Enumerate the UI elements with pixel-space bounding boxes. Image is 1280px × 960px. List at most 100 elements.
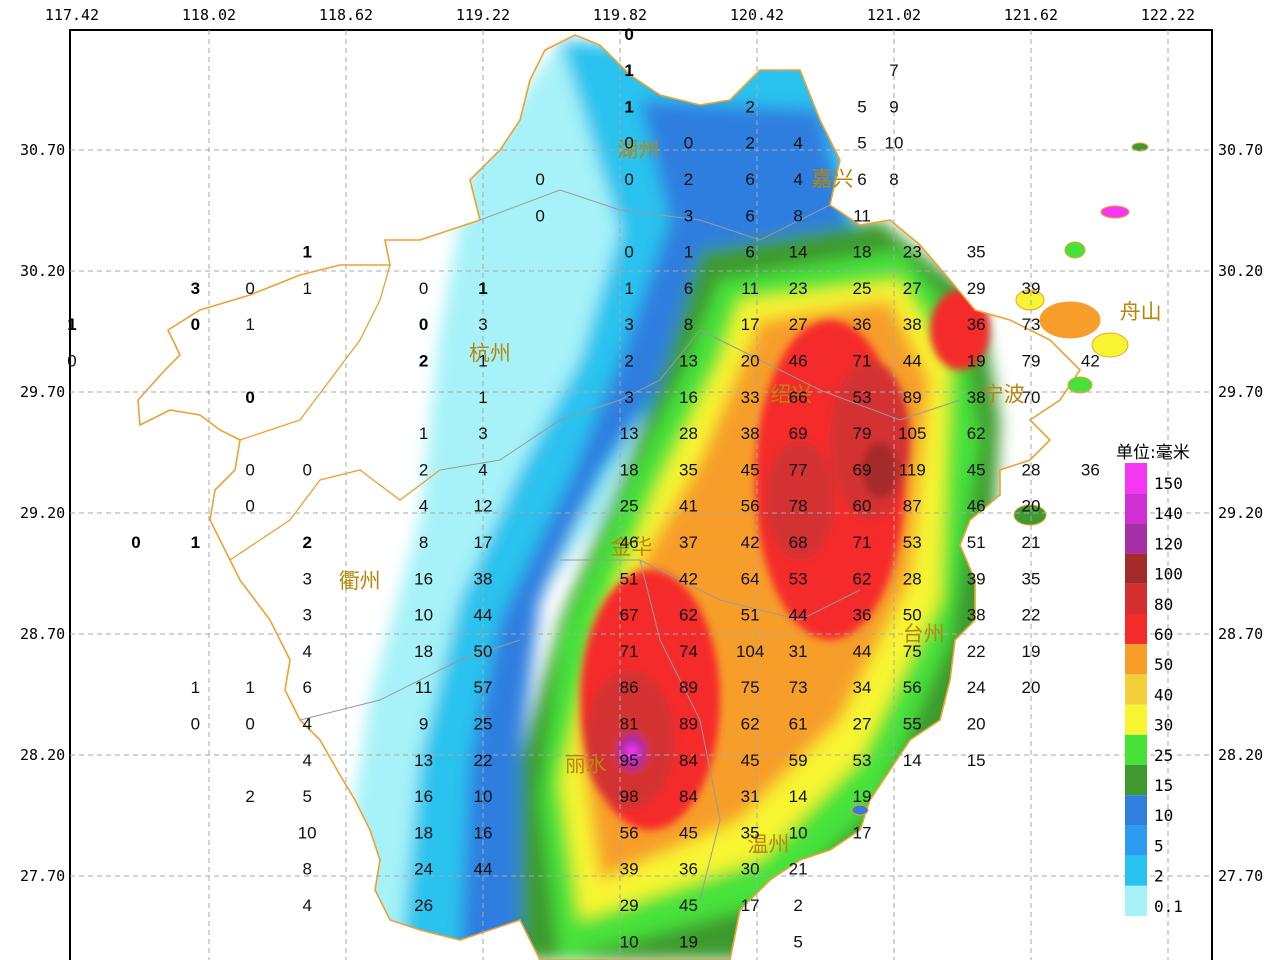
station-value: 17 — [741, 896, 760, 915]
station-value: 0 — [684, 134, 693, 153]
x-tick-label: 120.42 — [730, 6, 784, 24]
station-value: 18 — [853, 243, 872, 262]
station-value: 17 — [474, 533, 493, 552]
station-value: 84 — [679, 751, 698, 770]
station-value: 18 — [414, 642, 433, 661]
station-value: 7 — [889, 61, 898, 80]
station-value: 16 — [474, 823, 493, 842]
station-value: 4 — [793, 170, 802, 189]
station-value: 16 — [679, 388, 698, 407]
station-value: 56 — [903, 678, 922, 697]
station-value: 2 — [745, 134, 754, 153]
city-label: 湖州 — [617, 138, 659, 162]
station-value: 6 — [684, 279, 693, 298]
station-value: 20 — [967, 715, 986, 734]
station-value: 53 — [853, 751, 872, 770]
station-value: 29 — [620, 896, 639, 915]
station-value: 53 — [789, 569, 808, 588]
station-value: 62 — [741, 715, 760, 734]
legend-label: 50 — [1154, 655, 1173, 674]
y-tick-label: 27.70 — [20, 867, 65, 885]
station-value: 41 — [679, 497, 698, 516]
y-tick-labels-left: 30.70 30.20 29.70 29.20 28.70 28.20 27.70 — [20, 141, 65, 885]
station-value: 24 — [414, 860, 433, 879]
station-value: 38 — [741, 424, 760, 443]
y-tick-label: 28.20 — [20, 746, 65, 764]
station-value: 73 — [1022, 315, 1041, 334]
station-value: 105 — [898, 424, 926, 443]
station-value: 5 — [857, 134, 866, 153]
y-tick-labels-right: 30.70 30.20 29.70 29.20 28.70 28.20 27.70 — [1218, 141, 1263, 885]
precipitation-field — [138, 35, 1080, 960]
station-value: 56 — [741, 497, 760, 516]
station-value: 10 — [789, 823, 808, 842]
station-value: 8 — [419, 533, 428, 552]
station-value: 0 — [624, 25, 633, 44]
station-value: 2 — [793, 896, 802, 915]
station-value: 4 — [419, 497, 428, 516]
station-value: 13 — [414, 751, 433, 770]
station-value: 84 — [679, 787, 698, 806]
y-tick-label: 28.20 — [1218, 746, 1263, 764]
station-value: 11 — [853, 206, 871, 225]
station-value: 45 — [967, 460, 986, 479]
station-value: 60 — [853, 497, 872, 516]
legend-swatch — [1125, 614, 1147, 645]
station-value: 14 — [789, 787, 808, 806]
station-value: 1 — [684, 243, 693, 262]
legend-label: 5 — [1154, 836, 1164, 855]
legend-label: 40 — [1154, 685, 1173, 704]
station-value: 14 — [789, 243, 808, 262]
station-value: 71 — [853, 533, 872, 552]
station-value: 44 — [853, 642, 872, 661]
x-tick-label: 118.02 — [182, 6, 236, 24]
legend-swatch — [1125, 795, 1147, 826]
station-value: 3 — [302, 606, 311, 625]
station-value: 119 — [899, 460, 926, 479]
station-value: 4 — [478, 460, 487, 479]
station-value: 0 — [245, 388, 254, 407]
station-value: 0 — [535, 170, 544, 189]
station-value: 23 — [903, 243, 922, 262]
station-value: 33 — [741, 388, 760, 407]
station-value: 71 — [620, 642, 639, 661]
station-value: 45 — [741, 460, 760, 479]
station-value: 50 — [903, 606, 922, 625]
y-tick-label: 27.70 — [1218, 867, 1263, 885]
legend-label: 60 — [1154, 625, 1173, 644]
legend-swatch — [1125, 493, 1147, 524]
station-value: 13 — [679, 352, 698, 371]
station-value: 68 — [789, 533, 808, 552]
station-value: 73 — [789, 678, 808, 697]
station-value: 53 — [853, 388, 872, 407]
x-tick-label: 119.22 — [456, 6, 510, 24]
station-value: 75 — [741, 678, 760, 697]
station-value: 28 — [1022, 460, 1041, 479]
y-tick-label: 29.20 — [1218, 504, 1263, 522]
station-value: 18 — [620, 460, 639, 479]
station-value: 0 — [191, 715, 200, 734]
station-value: 8 — [793, 206, 802, 225]
station-value: 9 — [889, 97, 898, 116]
station-value: 57 — [474, 678, 493, 697]
station-value: 1 — [191, 533, 200, 552]
city-label: 衢州 — [339, 569, 381, 593]
station-value: 46 — [620, 533, 639, 552]
station-value: 35 — [679, 460, 698, 479]
station-value: 3 — [478, 424, 487, 443]
islands — [851, 142, 1149, 816]
legend-swatch — [1125, 704, 1147, 735]
station-value: 21 — [1022, 533, 1041, 552]
legend: 单位:毫米 150 140 120 100 80 60 50 40 30 25 15 10 5 2 0.1 — [1116, 443, 1190, 916]
station-values: 01 71 2 5 90 0 2 4 5 100 0 2 6 4 6 80 3 6 8 111 0 1 6 14 18 23 353… — [67, 25, 1100, 952]
station-value: 6 — [745, 170, 754, 189]
city-label: 金华 — [610, 535, 652, 559]
station-value: 8 — [684, 315, 693, 334]
station-value: 12 — [474, 497, 493, 516]
station-value: 1 — [419, 424, 428, 443]
station-value: 35 — [741, 823, 760, 842]
station-value: 2 — [745, 97, 754, 116]
x-tick-label: 122.22 — [1141, 6, 1195, 24]
station-value: 51 — [967, 533, 986, 552]
